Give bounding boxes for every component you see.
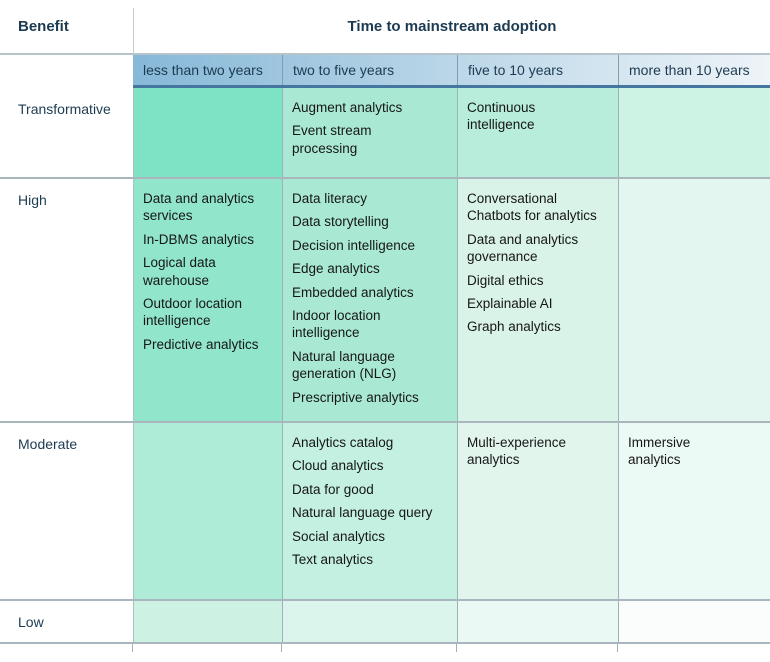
column-border-stub — [456, 644, 457, 652]
matrix-item: Explainable AI — [467, 296, 553, 312]
matrix-item: Natural language generation (NLG) — [292, 348, 397, 382]
row-label-low: Low — [0, 601, 133, 642]
matrix-item: Decision intelligence — [292, 237, 416, 253]
matrix-cell: Data literacy Data storytelling Decision i… — [282, 179, 457, 421]
matrix-cell — [618, 88, 770, 177]
matrix-cell: Continuous intelligence — [457, 88, 618, 177]
column-header-more-than-10-years: more than 10 years — [618, 55, 770, 85]
matrix-cell: Augment analytics Event stream processing — [282, 88, 457, 177]
row-low: Low — [0, 601, 770, 644]
matrix-header: Benefit Time to mainstream adoption — [0, 0, 770, 55]
column-border-stub — [617, 644, 618, 652]
matrix-item: Natural language query — [292, 505, 433, 521]
column-headers: less than two years two to five years fi… — [133, 55, 770, 88]
matrix-item: Predictive analytics — [143, 336, 259, 352]
row-transformative: Transformative Augment analytics Event st… — [0, 88, 770, 179]
matrix-item: Data and analytics services — [143, 191, 255, 224]
header-divider — [133, 8, 134, 53]
matrix-item: Embedded analytics — [292, 284, 414, 300]
row-moderate: Moderate Analytics catalog Cloud analytic… — [0, 423, 770, 601]
column-header-spacer — [0, 55, 133, 88]
matrix-item: Multi-experience analytics — [467, 435, 567, 468]
matrix-item: Outdoor location intelligence — [143, 296, 243, 329]
column-header-five-to-10-years: five to 10 years — [457, 55, 618, 85]
row-label-moderate: Moderate — [0, 423, 133, 599]
matrix-cell — [618, 601, 770, 642]
matrix-cell: Data and analytics services In-DBMS analy… — [133, 179, 282, 421]
matrix-item: Continuous intelligence — [467, 100, 536, 133]
benefit-axis-label: Benefit — [18, 18, 69, 35]
matrix-item: Digital ethics — [467, 272, 544, 288]
matrix-cell: Conversational Chatbots for analytics Dat… — [457, 179, 618, 421]
matrix-cell — [133, 423, 282, 599]
matrix-item: Event stream processing — [292, 123, 372, 156]
matrix-cell: Analytics catalog Cloud analytics Data for… — [282, 423, 457, 599]
row-high: High Data and analytics services In-DBMS … — [0, 179, 770, 423]
matrix-item: In-DBMS analytics — [143, 231, 255, 247]
matrix-item: Data for good — [292, 481, 374, 497]
column-header-two-to-five-years: two to five years — [282, 55, 457, 85]
matrix-item: Data literacy — [292, 191, 368, 206]
matrix-item: Augment analytics — [292, 100, 403, 115]
column-border-stub — [132, 644, 133, 652]
column-header-row: less than two years two to five years fi… — [0, 55, 770, 88]
matrix-cell — [133, 601, 282, 642]
matrix-item: Edge analytics — [292, 261, 380, 277]
matrix-cell — [457, 601, 618, 642]
matrix-item: Cloud analytics — [292, 458, 384, 474]
column-border-stub — [281, 644, 282, 652]
matrix-item: Data storytelling — [292, 214, 389, 230]
matrix-item: Graph analytics — [467, 319, 561, 335]
matrix-cell — [282, 601, 457, 642]
adoption-title: Time to mainstream adoption — [347, 18, 557, 35]
matrix-cell: Immersive analytics — [618, 423, 770, 599]
row-label-transformative: Transformative — [0, 88, 133, 177]
column-header-less-than-two-years: less than two years — [143, 62, 263, 78]
row-label-high: High — [0, 179, 133, 421]
matrix-item: Text analytics — [292, 552, 374, 568]
matrix-item: Data and analytics governance — [467, 231, 579, 265]
matrix-cell — [133, 88, 282, 177]
matrix-cell — [618, 179, 770, 421]
matrix-item: Indoor location intelligence — [292, 308, 381, 341]
matrix-cell: Multi-experience analytics — [457, 423, 618, 599]
bottom-edge — [0, 644, 770, 662]
matrix-item: Analytics catalog — [292, 435, 394, 450]
matrix-item: Prescriptive analytics — [292, 389, 419, 405]
matrix-item: Logical data warehouse — [143, 255, 216, 288]
matrix-item: Social analytics — [292, 528, 386, 544]
matrix-item: Immersive analytics — [628, 435, 691, 468]
matrix-item: Conversational Chatbots for analytics — [467, 191, 597, 224]
